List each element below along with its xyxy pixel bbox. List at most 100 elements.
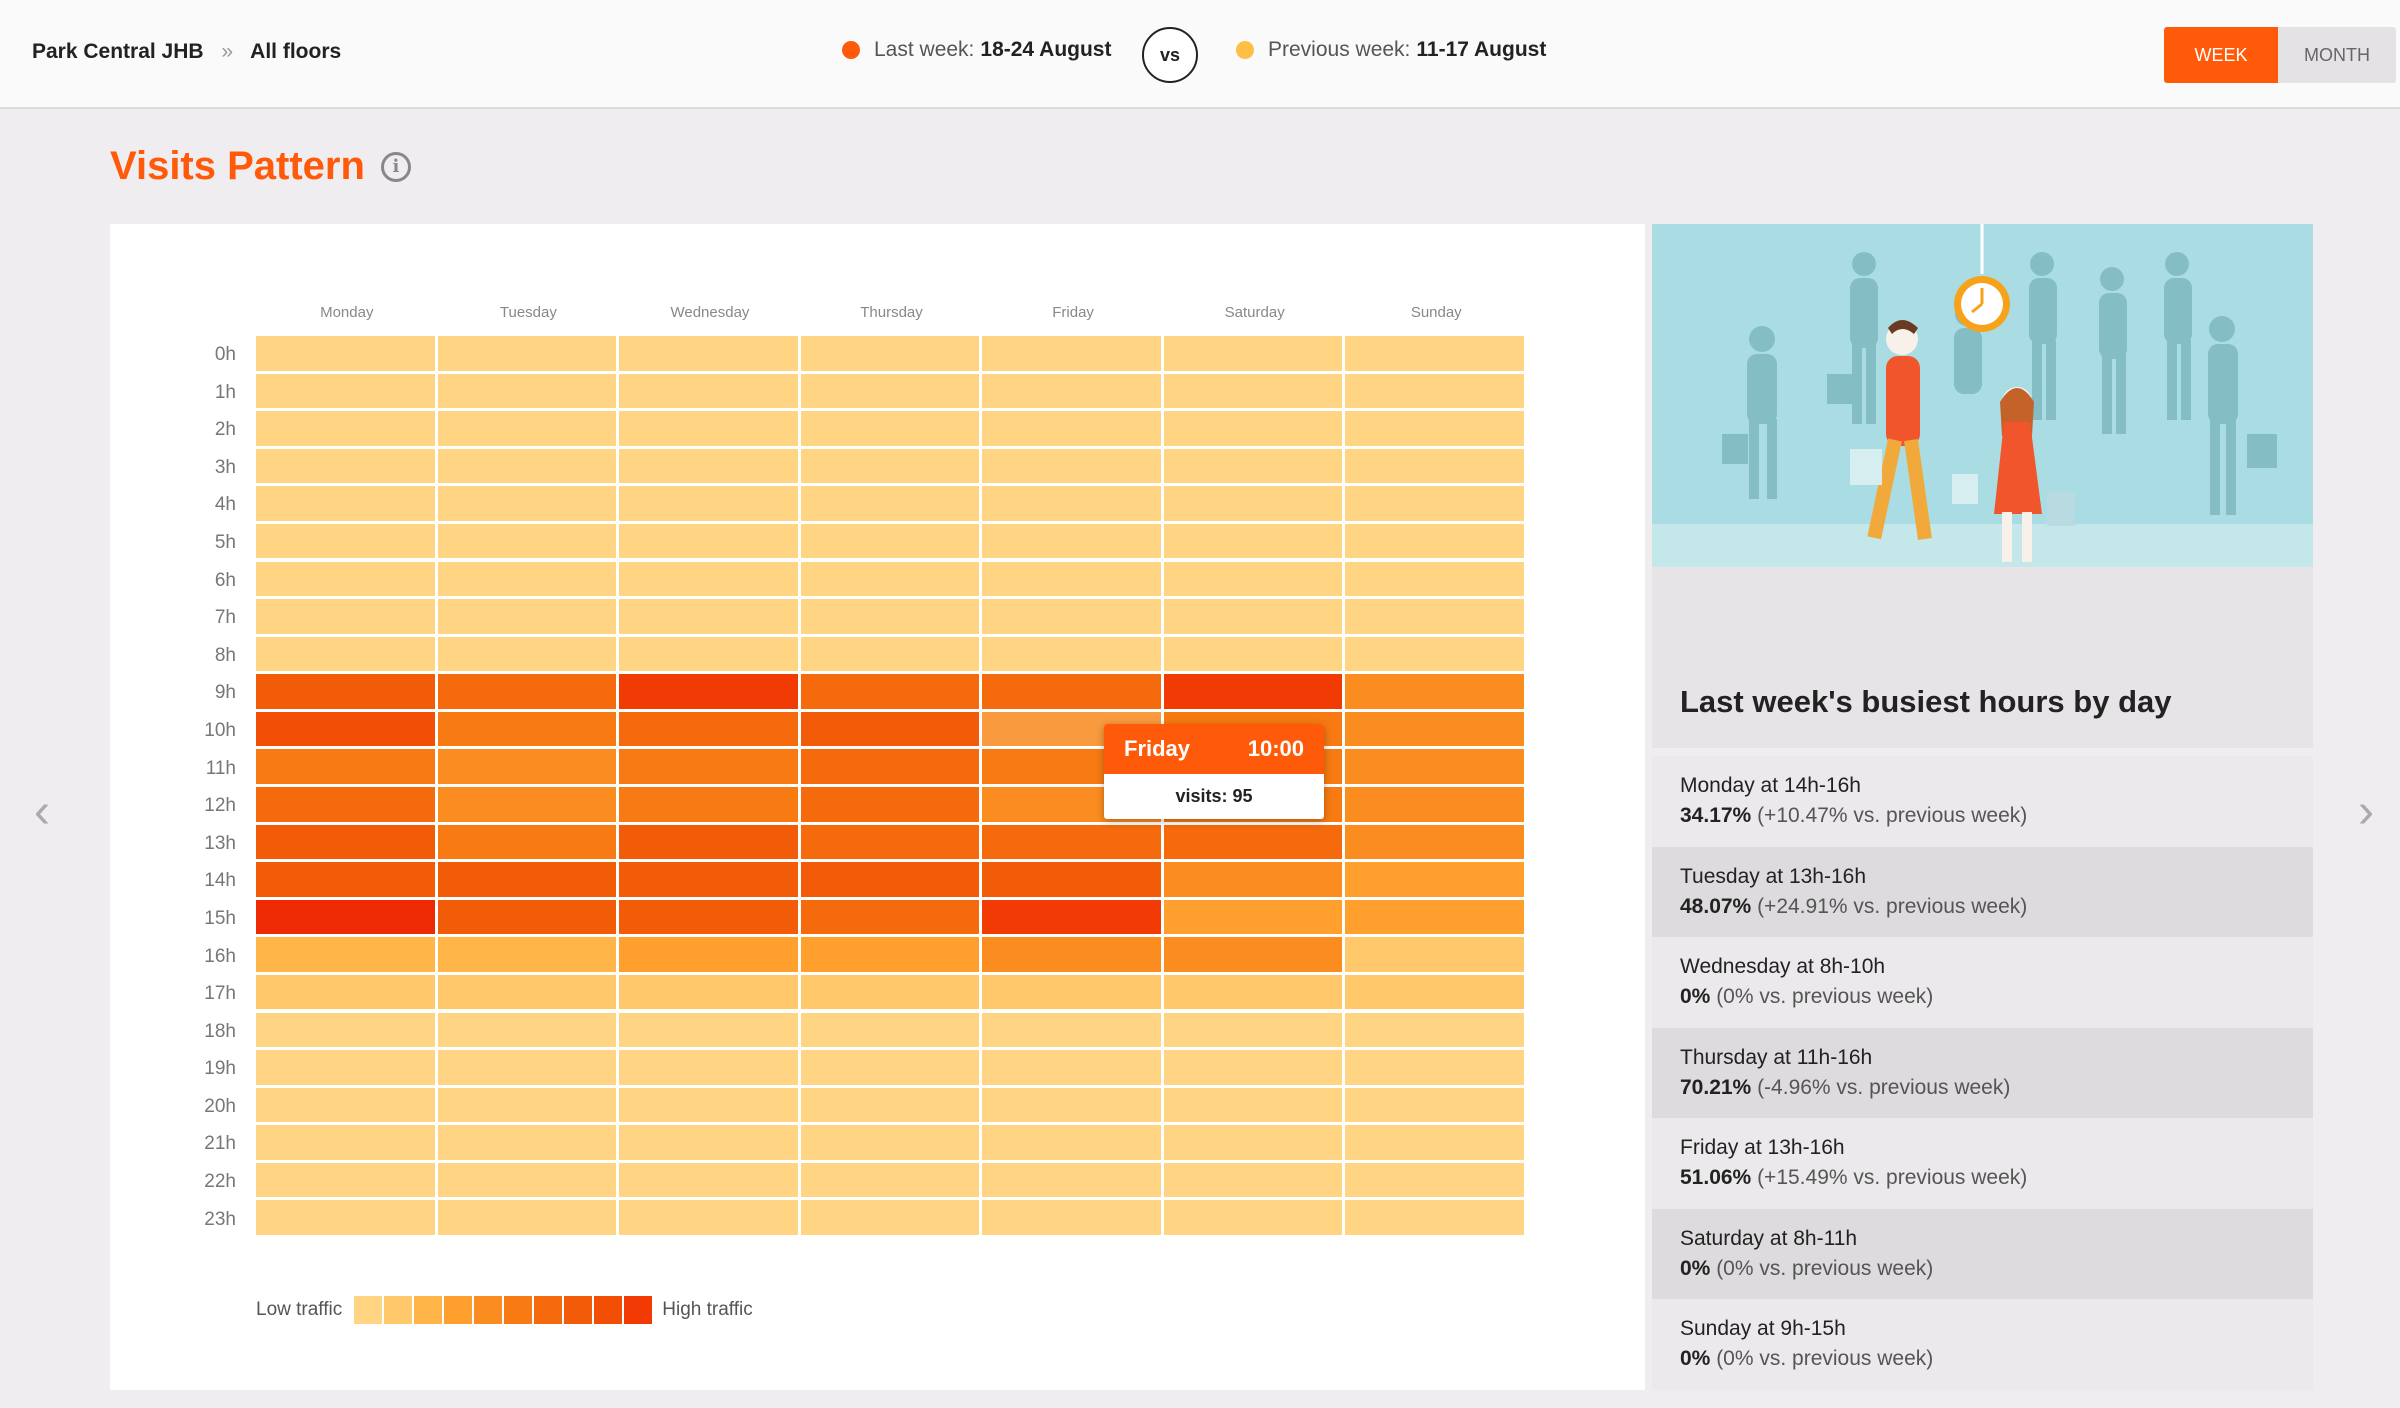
heatmap-cell[interactable] (256, 1050, 435, 1085)
heatmap-cell[interactable] (800, 1200, 980, 1235)
previous-arrow-icon[interactable]: ‹ (34, 785, 50, 838)
heatmap-cell[interactable] (800, 561, 980, 597)
heatmap-cell[interactable] (619, 411, 798, 446)
heatmap-cell[interactable] (256, 1162, 435, 1198)
heatmap-cell[interactable] (982, 1050, 1161, 1085)
heatmap-cell[interactable] (619, 1125, 798, 1160)
heatmap-cell[interactable] (619, 974, 798, 1010)
heatmap-cell[interactable] (1345, 448, 1524, 484)
heatmap-cell[interactable] (982, 636, 1161, 672)
heatmap-cell[interactable] (1345, 674, 1524, 709)
heatmap-cell[interactable] (1163, 523, 1343, 559)
heatmap-cell[interactable] (982, 974, 1161, 1010)
heatmap-cell[interactable] (1163, 862, 1343, 897)
heatmap-cell[interactable] (256, 824, 435, 860)
heatmap-cell[interactable] (437, 636, 617, 672)
heatmap-cell[interactable] (1345, 373, 1524, 409)
heatmap-cell[interactable] (1163, 448, 1343, 484)
heatmap-cell[interactable] (1163, 486, 1343, 521)
week-button[interactable]: WEEK (2164, 27, 2278, 83)
heatmap-cell[interactable] (982, 561, 1161, 597)
heatmap-cell[interactable] (800, 824, 980, 860)
heatmap-cell[interactable] (437, 1162, 617, 1198)
heatmap-cell[interactable] (256, 1125, 435, 1160)
heatmap-cell[interactable] (1345, 899, 1524, 935)
heatmap-cell[interactable] (1345, 937, 1524, 972)
heatmap-cell[interactable] (256, 599, 435, 634)
heatmap-cell[interactable] (1345, 749, 1524, 784)
heatmap-cell[interactable] (800, 1012, 980, 1048)
heatmap-cell[interactable] (437, 711, 617, 747)
heatmap-cell[interactable] (982, 336, 1161, 371)
heatmap-cell[interactable] (982, 411, 1161, 446)
heatmap-cell[interactable] (619, 1162, 798, 1198)
heatmap-cell[interactable] (982, 599, 1161, 634)
heatmap-cell[interactable] (800, 486, 980, 521)
heatmap-cell[interactable] (619, 1200, 798, 1235)
heatmap-cell[interactable] (437, 1012, 617, 1048)
heatmap-cell[interactable] (619, 373, 798, 409)
heatmap-cell[interactable] (256, 636, 435, 672)
heatmap-cell[interactable] (619, 486, 798, 521)
heatmap-cell[interactable] (1163, 1162, 1343, 1198)
heatmap-cell[interactable] (982, 899, 1161, 935)
heatmap-cell[interactable] (982, 862, 1161, 897)
heatmap-cell[interactable] (256, 1200, 435, 1235)
heatmap-cell[interactable] (619, 937, 798, 972)
heatmap-cell[interactable] (1163, 1087, 1343, 1123)
heatmap-cell[interactable] (982, 1087, 1161, 1123)
heatmap-cell[interactable] (800, 636, 980, 672)
next-arrow-icon[interactable]: › (2358, 785, 2374, 838)
heatmap-cell[interactable] (437, 561, 617, 597)
heatmap-cell[interactable] (982, 486, 1161, 521)
heatmap-cell[interactable] (1163, 974, 1343, 1010)
heatmap-cell[interactable] (619, 824, 798, 860)
heatmap-cell[interactable] (800, 448, 980, 484)
heatmap-cell[interactable] (437, 1125, 617, 1160)
heatmap-cell[interactable] (256, 787, 435, 822)
info-icon[interactable]: i (380, 151, 411, 182)
heatmap-cell[interactable] (437, 862, 617, 897)
heatmap-cell[interactable] (982, 448, 1161, 484)
heatmap-cell[interactable] (800, 373, 980, 409)
heatmap-cell[interactable] (437, 787, 617, 822)
heatmap-cell[interactable] (256, 336, 435, 371)
heatmap-cell[interactable] (1345, 636, 1524, 672)
heatmap-cell[interactable] (619, 711, 798, 747)
heatmap-cell[interactable] (1345, 336, 1524, 371)
heatmap-cell[interactable] (256, 749, 435, 784)
heatmap-cell[interactable] (1163, 373, 1343, 409)
heatmap-cell[interactable] (1163, 899, 1343, 935)
heatmap-cell[interactable] (1345, 711, 1524, 747)
heatmap-cell[interactable] (256, 561, 435, 597)
heatmap-cell[interactable] (619, 674, 798, 709)
heatmap-cell[interactable] (619, 787, 798, 822)
breadcrumb-floor[interactable]: All floors (250, 40, 342, 63)
heatmap-cell[interactable] (1345, 411, 1524, 446)
heatmap-cell[interactable] (1345, 862, 1524, 897)
heatmap-cell[interactable] (800, 599, 980, 634)
heatmap-cell[interactable] (800, 899, 980, 935)
heatmap-cell[interactable] (619, 1012, 798, 1048)
heatmap-cell[interactable] (1345, 1125, 1524, 1160)
heatmap-cell[interactable] (619, 599, 798, 634)
heatmap-cell[interactable] (437, 1200, 617, 1235)
heatmap-cell[interactable] (256, 1087, 435, 1123)
heatmap-cell[interactable] (256, 899, 435, 935)
heatmap-cell[interactable] (437, 373, 617, 409)
heatmap-cell[interactable] (1345, 787, 1524, 822)
heatmap-cell[interactable] (800, 787, 980, 822)
heatmap-cell[interactable] (1163, 937, 1343, 972)
heatmap-cell[interactable] (437, 824, 617, 860)
heatmap-cell[interactable] (619, 1087, 798, 1123)
heatmap-cell[interactable] (437, 448, 617, 484)
heatmap-cell[interactable] (982, 937, 1161, 972)
heatmap-cell[interactable] (437, 336, 617, 371)
heatmap-cell[interactable] (437, 749, 617, 784)
heatmap-cell[interactable] (437, 899, 617, 935)
heatmap-cell[interactable] (619, 862, 798, 897)
month-button[interactable]: MONTH (2278, 27, 2396, 83)
heatmap-cell[interactable] (256, 674, 435, 709)
heatmap-cell[interactable] (982, 373, 1161, 409)
heatmap-cell[interactable] (437, 1050, 617, 1085)
